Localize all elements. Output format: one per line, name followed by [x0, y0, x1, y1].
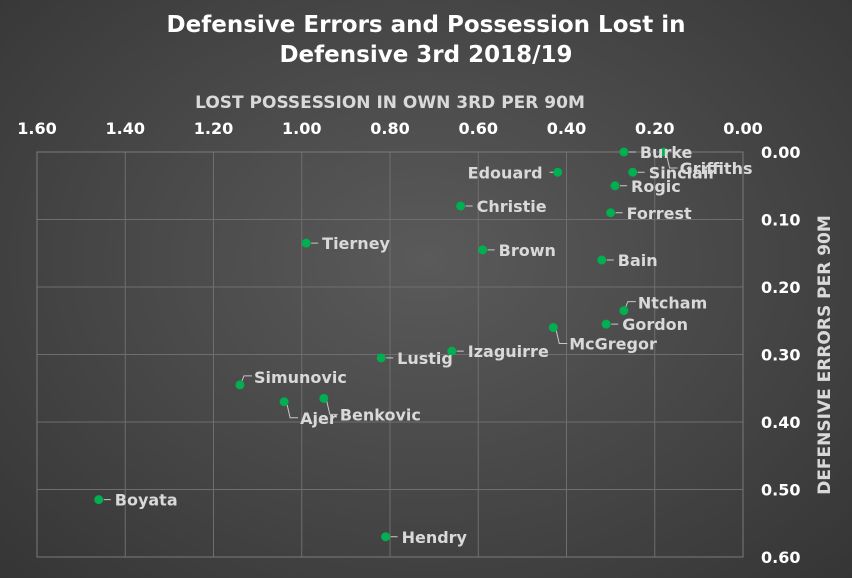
x-tick-label: 0.60: [459, 119, 498, 138]
data-points: [94, 147, 669, 542]
data-point-benkovic: [319, 393, 329, 403]
data-point-griffiths: [659, 147, 669, 157]
x-tick-label: 0.40: [547, 119, 586, 138]
data-point-sinclair: [628, 167, 638, 177]
y-axis-title: DEFENSIVE ERRORS PER 90M: [815, 215, 835, 495]
leader-line-benkovic: [326, 401, 338, 415]
data-point-tierney: [301, 238, 311, 248]
data-point-gordon: [601, 319, 611, 329]
data-label-burke: Burke: [640, 143, 693, 162]
leader-line-simunovic: [241, 375, 252, 382]
data-label-mcgregor: McGregor: [569, 335, 657, 354]
data-label-bain: Bain: [618, 251, 658, 270]
data-point-ajer: [279, 397, 289, 407]
y-tick-label: 0.60: [761, 548, 800, 567]
data-point-mcgregor: [548, 323, 558, 332]
x-axis-ticks: 1.60 1.40 1.20 1.00 0.80 0.60 0.40 0.20 0.00: [17, 119, 762, 138]
data-label-hendry: Hendry: [402, 528, 468, 547]
data-label-griffiths: Griffiths: [680, 159, 753, 178]
data-point-forrest: [606, 208, 616, 218]
data-point-lustig: [376, 353, 386, 363]
y-tick-label: 0.10: [761, 211, 800, 230]
y-tick-label: 0.30: [761, 346, 800, 365]
data-label-brown: Brown: [499, 241, 556, 260]
data-label-ajer: Ajer: [300, 409, 337, 428]
data-point-boyata: [94, 495, 104, 505]
data-label-sinclair: Sinclair: [649, 163, 717, 182]
data-label-christie: Christie: [477, 197, 547, 216]
label-leader-lines: [103, 151, 678, 538]
plot-area: [36, 151, 744, 558]
x-tick-label: 0.80: [370, 119, 409, 138]
data-label-tierney: Tierney: [322, 234, 390, 253]
chart-title-line2: Defensive 3rd 2018/19: [279, 42, 572, 68]
data-label-boyata: Boyata: [115, 491, 178, 510]
data-label-lustig: Lustig: [397, 349, 453, 368]
data-label-rogic: Rogic: [631, 177, 681, 196]
y-tick-label: 0.50: [761, 481, 800, 500]
data-point-christie: [456, 201, 466, 211]
y-axis-ticks: 0.00 0.10 0.20 0.30 0.40 0.50 0.60: [761, 143, 800, 567]
x-tick-label: 1.20: [194, 119, 233, 138]
y-tick-label: 0.00: [761, 143, 800, 162]
data-label-forrest: Forrest: [627, 204, 692, 223]
chart-title-line1: Defensive Errors and Possession Lost in: [167, 12, 686, 38]
x-tick-label: 1.60: [17, 119, 56, 138]
leader-line-ntcham: [625, 301, 636, 307]
x-tick-label: 0.00: [723, 119, 762, 138]
data-label-ntcham: Ntcham: [638, 294, 707, 313]
data-point-rogic: [610, 181, 620, 191]
x-tick-label: 0.20: [635, 119, 674, 138]
y-tick-label: 0.40: [761, 413, 800, 432]
y-tick-label: 0.20: [761, 278, 800, 297]
data-point-burke: [619, 147, 629, 157]
x-tick-label: 1.40: [106, 119, 145, 138]
x-tick-label: 1.00: [282, 119, 321, 138]
data-point-izaguirre: [447, 346, 457, 356]
data-point-hendry: [381, 532, 391, 542]
x-axis-title: LOST POSSESSION IN OWN 3RD PER 90M: [195, 93, 585, 113]
data-label-gordon: Gordon: [622, 315, 688, 334]
leader-line-ajer: [286, 404, 299, 419]
data-point-edouard: [553, 167, 563, 177]
leader-line-griffiths: [666, 154, 678, 169]
data-label-izaguirre: Izaguirre: [468, 342, 549, 361]
data-point-brown: [478, 245, 488, 255]
data-label-edouard: Edouard: [468, 163, 543, 182]
data-label-simunovic: Simunovic: [254, 368, 347, 387]
data-label-benkovic: Benkovic: [340, 405, 421, 424]
leader-line-mcgregor: [555, 330, 568, 344]
data-point-simunovic: [235, 380, 245, 390]
data-point-bain: [597, 255, 607, 265]
data-point-ntcham: [619, 306, 629, 316]
